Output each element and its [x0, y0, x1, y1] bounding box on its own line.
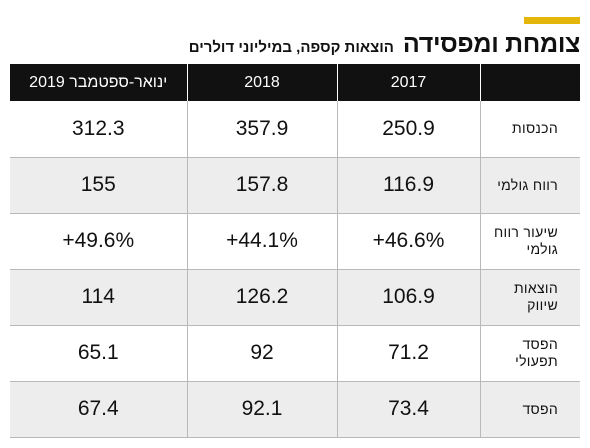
table-cell: 114: [81, 285, 115, 308]
table-cell: +49.6%: [62, 229, 135, 252]
table-header-row: 2017 2018 ינואר-ספטמבר 2019: [10, 64, 580, 101]
table-cell: 155: [80, 173, 116, 196]
row-label-net-loss: הפסד: [479, 381, 580, 437]
row-label-marketing-expenses: הוצאות שיווק: [479, 269, 580, 325]
table-row: הפסד 73.4 92.1 67.4: [10, 381, 580, 437]
table-cell: 92: [186, 325, 337, 381]
table-row: הפסד תפעולי 71.2 92 65.1: [10, 325, 580, 381]
header-corner-cell: [479, 64, 580, 101]
table-cell: 157.8: [186, 157, 337, 213]
table-cell: 126.2: [186, 269, 337, 325]
table-cell: 357.9: [186, 101, 337, 157]
table-row: רווח גולמי 116.9 157.8 155: [10, 157, 580, 213]
table-row: הכנסות 250.9 357.9 312.3: [10, 101, 580, 157]
column-header-2018: 2018: [186, 64, 337, 101]
column-header-2017: 2017: [336, 64, 480, 101]
table-row: שיעור רווח גולמי +46.6% +44.1% +49.6%: [10, 213, 580, 269]
page-subtitle: הוצאות קספה, במיליוני דולרים: [188, 39, 394, 56]
title-row: צומחת ומפסידה הוצאות קספה, במיליוני דולר…: [10, 30, 581, 58]
table-cell: 312.3: [71, 116, 125, 140]
table-cell: +44.1%: [186, 213, 337, 269]
row-label-revenue: הכנסות: [479, 101, 580, 157]
table-cell: 65.1: [77, 341, 119, 364]
row-label-gross-profit: רווח גולמי: [479, 157, 580, 213]
accent-bar: [524, 17, 580, 24]
table-cell: 67.4: [77, 397, 119, 420]
table-cell: +46.6%: [336, 213, 480, 269]
page-title: צומחת ומפסידה: [402, 30, 580, 58]
row-label-gross-margin: שיעור רווח גולמי: [479, 213, 580, 269]
table-cell: 73.4: [336, 381, 480, 437]
table-cell: 92.1: [186, 381, 337, 437]
table-cell: 250.9: [336, 101, 480, 157]
table-cell: 106.9: [336, 269, 480, 325]
table-row: הוצאות שיווק 106.9 126.2 114: [10, 269, 580, 325]
table-cell: 116.9: [336, 157, 480, 213]
row-label-operating-loss: הפסד תפעולי: [479, 325, 580, 381]
table-cell: 71.2: [336, 325, 480, 381]
column-header-2019: ינואר-ספטמבר 2019: [10, 64, 187, 101]
financial-table: 2017 2018 ינואר-ספטמבר 2019 הכנסות 250.9…: [10, 64, 580, 438]
